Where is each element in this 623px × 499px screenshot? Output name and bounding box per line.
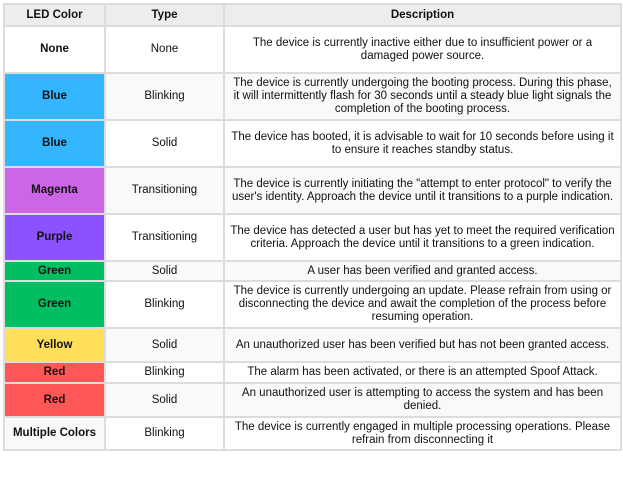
- type-cell: Transitioning: [104, 166, 225, 215]
- led-status-table: LED Color Type Description None None The d…: [3, 3, 622, 451]
- description-cell: The device is currently inactive either …: [223, 25, 622, 74]
- description-cell: The device is currently undergoing the b…: [223, 72, 622, 121]
- table-row: Purple Transitioning The device has detect…: [3, 213, 622, 262]
- type-cell: None: [104, 25, 225, 74]
- led-color-cell: Multiple Colors: [3, 416, 106, 451]
- led-color-cell: Purple: [3, 213, 106, 262]
- description-cell: An unauthorized user has been verified b…: [223, 327, 622, 363]
- description-cell: The device is currently engaged in multi…: [223, 416, 622, 451]
- led-color-cell: Yellow: [3, 327, 106, 363]
- led-color-cell: Red: [3, 361, 106, 384]
- led-color-cell: Blue: [3, 72, 106, 121]
- description-cell: A user has been verified and granted acc…: [223, 260, 622, 282]
- type-cell: Transitioning: [104, 213, 225, 262]
- header-row: LED Color Type Description: [3, 3, 622, 27]
- description-cell: The device is currently undergoing an up…: [223, 280, 622, 329]
- table-row: Yellow Solid An unauthorized user has been…: [3, 327, 622, 363]
- type-cell: Solid: [104, 327, 225, 363]
- table-row: Green Solid A user has been verified and g…: [3, 260, 622, 282]
- description-cell: The device is currently initiating the "…: [223, 166, 622, 215]
- type-cell: Blinking: [104, 280, 225, 329]
- type-cell: Solid: [104, 382, 225, 418]
- description-cell: An unauthorized user is attempting to ac…: [223, 382, 622, 418]
- header-type: Type: [104, 3, 225, 27]
- led-color-cell: Green: [3, 280, 106, 329]
- table-row: Green Blinking The device is currently und…: [3, 280, 622, 329]
- type-cell: Solid: [104, 119, 225, 168]
- header-led-color: LED Color: [3, 3, 106, 27]
- table-row: Red Solid An unauthorized user is attempti…: [3, 382, 622, 418]
- type-cell: Blinking: [104, 361, 225, 384]
- table-row: Blue Solid The device has booted, it is ad…: [3, 119, 622, 168]
- description-cell: The alarm has been activated, or there i…: [223, 361, 622, 384]
- led-color-cell: Green: [3, 260, 106, 282]
- led-color-cell: Red: [3, 382, 106, 418]
- table-row: Red Blinking The alarm has been activated,…: [3, 361, 622, 384]
- table-row: Magenta Transitioning The device is curren…: [3, 166, 622, 215]
- type-cell: Blinking: [104, 416, 225, 451]
- description-cell: The device has detected a user but has y…: [223, 213, 622, 262]
- led-color-cell: Magenta: [3, 166, 106, 215]
- table-row: None None The device is currently inactive…: [3, 25, 622, 74]
- led-color-cell: None: [3, 25, 106, 74]
- table-row: Blue Blinking The device is currently unde…: [3, 72, 622, 121]
- table-row: Multiple Colors Blinking The device is cur…: [3, 416, 622, 451]
- description-cell: The device has booted, it is advisable t…: [223, 119, 622, 168]
- led-color-cell: Blue: [3, 119, 106, 168]
- header-description: Description: [223, 3, 622, 27]
- type-cell: Blinking: [104, 72, 225, 121]
- type-cell: Solid: [104, 260, 225, 282]
